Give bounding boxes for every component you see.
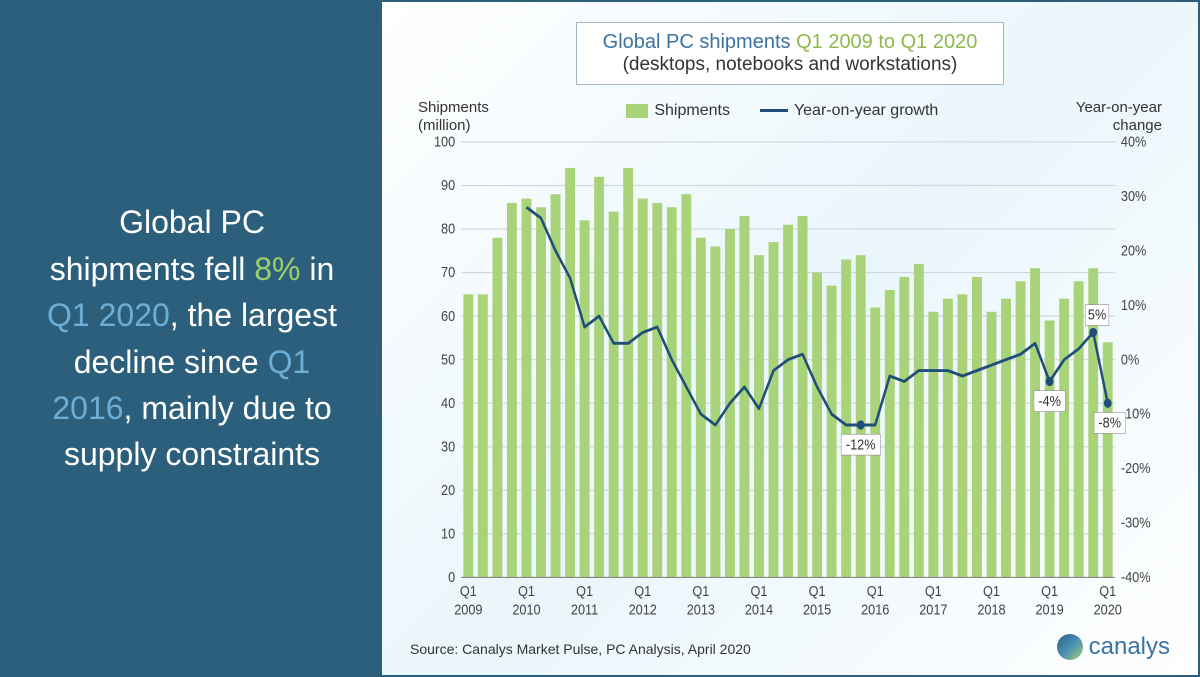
svg-text:2010: 2010 [512,600,541,617]
svg-text:30: 30 [441,437,455,454]
svg-text:Q1: Q1 [1099,582,1116,599]
svg-text:Q1: Q1 [518,582,535,599]
line-swatch-icon [760,109,788,112]
svg-text:5%: 5% [1088,306,1106,323]
svg-text:2013: 2013 [687,600,716,617]
y-left-label: Shipments (million) [418,99,489,135]
bar-swatch-icon [626,104,648,118]
svg-text:0%: 0% [1121,350,1139,367]
svg-text:70: 70 [441,263,455,280]
chart-title-box: Global PC shipments Q1 2009 to Q1 2020 (… [576,22,1005,85]
chart-title-range: Q1 2009 to Q1 2020 [796,31,977,53]
summary-panel: Global PC shipments fell 8% in Q1 2020, … [2,2,382,675]
svg-text:Q1: Q1 [867,582,884,599]
svg-text:2016: 2016 [861,600,890,617]
svg-text:10%: 10% [1121,296,1146,313]
svg-text:2011: 2011 [571,600,599,617]
svg-text:20: 20 [441,481,455,498]
svg-text:50: 50 [441,350,455,367]
svg-text:2017: 2017 [919,600,948,617]
svg-text:2015: 2015 [803,600,832,617]
svg-text:2020: 2020 [1094,600,1123,617]
svg-text:Q1: Q1 [809,582,826,599]
svg-text:40%: 40% [1121,135,1146,150]
summary-text: Global PC shipments fell 8% in Q1 2020, … [42,199,342,477]
svg-text:2012: 2012 [629,600,658,617]
chart-title-line1: Global PC shipments Q1 2009 to Q1 2020 [603,31,978,54]
svg-text:60: 60 [441,307,455,324]
svg-text:Q1: Q1 [750,582,767,599]
svg-text:80: 80 [441,220,455,237]
svg-text:Q1: Q1 [692,582,709,599]
svg-text:100: 100 [434,135,455,150]
chart-title-main: Global PC shipments [603,31,796,53]
svg-text:-20%: -20% [1121,459,1151,476]
svg-text:40: 40 [441,394,455,411]
svg-text:20%: 20% [1121,241,1146,258]
svg-text:2018: 2018 [977,600,1006,617]
logo: canalys [1057,633,1170,661]
svg-text:Q1: Q1 [460,582,477,599]
globe-icon [1057,634,1083,660]
svg-text:Q1: Q1 [1041,582,1058,599]
legend-line: Year-on-year growth [760,101,938,131]
y-right-label: Year-on-year change [1076,99,1162,135]
svg-text:0: 0 [448,568,455,585]
svg-text:2009: 2009 [454,600,483,617]
svg-text:Q1: Q1 [576,582,593,599]
svg-text:30%: 30% [1121,187,1146,204]
legend-bar: Shipments [626,101,730,131]
svg-text:-40%: -40% [1121,568,1151,585]
svg-text:Q1: Q1 [925,582,942,599]
svg-text:90: 90 [441,176,455,193]
svg-text:Q1: Q1 [634,582,651,599]
chart-area: 0102030405060708090100-40%-30%-20%-10%0%… [418,135,1162,633]
svg-text:-4%: -4% [1038,392,1061,409]
svg-text:-12%: -12% [846,435,876,452]
chart-svg: 0102030405060708090100-40%-30%-20%-10%0%… [418,135,1162,633]
logo-text: canalys [1089,633,1170,661]
svg-text:10: 10 [441,524,455,541]
chart-panel: Global PC shipments Q1 2009 to Q1 2020 (… [382,2,1198,675]
svg-text:2014: 2014 [745,600,774,617]
svg-text:Q1: Q1 [983,582,1000,599]
svg-text:2019: 2019 [1035,600,1064,617]
chart-title-sub: (desktops, notebooks and workstations) [603,54,978,76]
svg-text:-8%: -8% [1098,414,1121,431]
svg-text:-30%: -30% [1121,514,1151,531]
axis-labels-row: Shipments (million) Shipments Year-on-ye… [418,99,1162,135]
legend: Shipments Year-on-year growth [626,101,938,131]
